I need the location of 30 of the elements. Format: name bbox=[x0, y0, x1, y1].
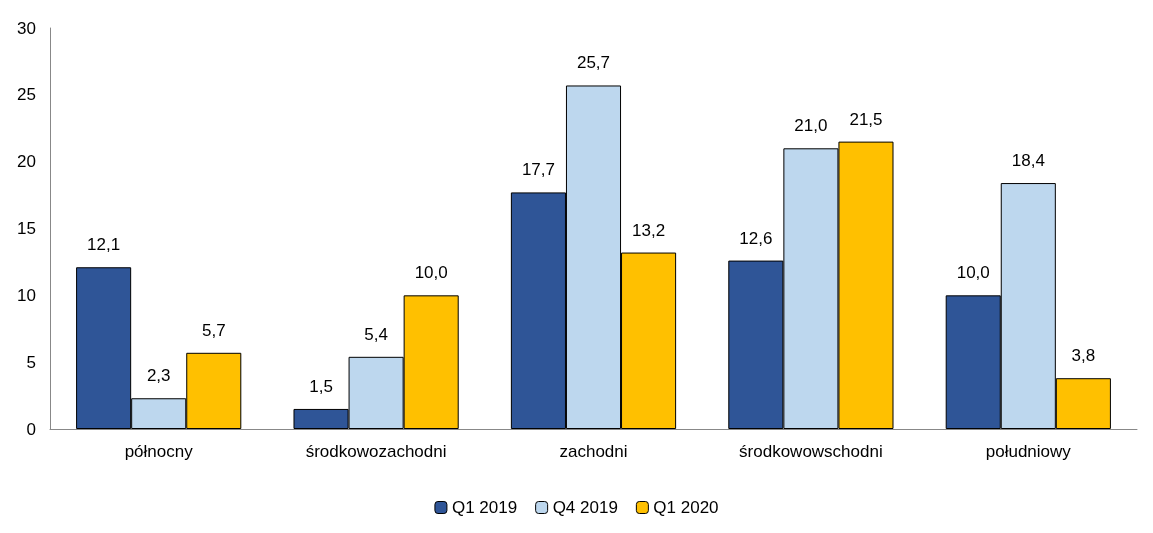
data-label: 17,7 bbox=[521, 160, 555, 180]
y-tick-label: 0 bbox=[26, 419, 36, 439]
data-label: 10,0 bbox=[956, 263, 990, 283]
data-label: 25,7 bbox=[576, 53, 611, 73]
y-tick-label: 10 bbox=[17, 285, 36, 305]
y-tick-label: 20 bbox=[17, 152, 36, 172]
legend-label: Q1 2020 bbox=[653, 498, 719, 517]
legend-label: Q4 2019 bbox=[552, 498, 618, 517]
x-tick-label: północny bbox=[124, 442, 194, 461]
data-label: 21,0 bbox=[794, 116, 828, 136]
data-label: 5,7 bbox=[201, 320, 226, 340]
y-tick-label: 15 bbox=[17, 219, 36, 238]
data-label: 13,2 bbox=[632, 220, 666, 240]
y-tick-label: 30 bbox=[17, 18, 36, 38]
y-tick-label: 25 bbox=[17, 85, 36, 105]
x-tick-label: południowy bbox=[985, 442, 1072, 461]
y-tick-label: 5 bbox=[26, 352, 36, 372]
x-tick-label: środkowozachodni bbox=[305, 442, 447, 461]
data-label: 1,5 bbox=[309, 376, 333, 396]
data-label: 10,0 bbox=[414, 263, 448, 283]
data-label: 2,3 bbox=[146, 366, 171, 386]
data-label: 18,4 bbox=[1011, 151, 1045, 171]
data-label: 12,1 bbox=[87, 235, 121, 255]
x-tick-label: środkowowschodni bbox=[739, 442, 883, 461]
legend-label: Q1 2019 bbox=[451, 498, 518, 517]
data-label: 3,8 bbox=[1071, 346, 1096, 366]
data-label: 21,5 bbox=[849, 109, 883, 129]
data-label: 12,6 bbox=[739, 228, 773, 248]
data-label: 5,4 bbox=[364, 324, 388, 344]
x-tick-label: zachodni bbox=[559, 442, 628, 461]
